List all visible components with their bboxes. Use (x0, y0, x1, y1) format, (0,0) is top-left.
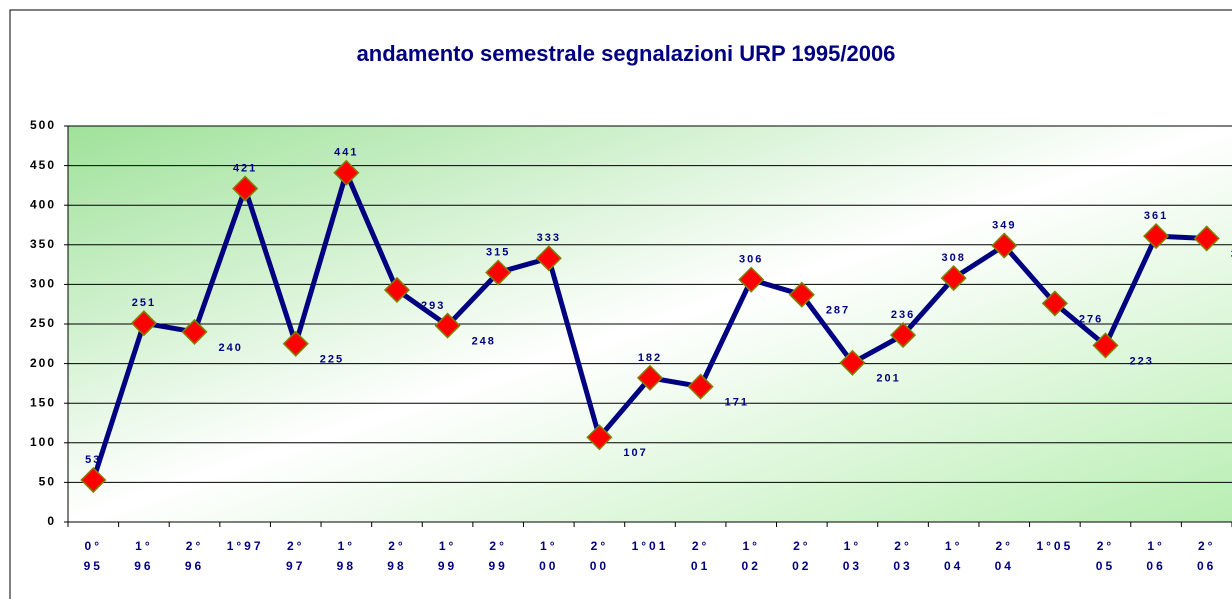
data-label: 441 (334, 147, 358, 159)
marker (1092, 332, 1119, 359)
y-tick-label: 500 (30, 118, 56, 132)
marker (232, 175, 259, 202)
data-label: 349 (992, 219, 1016, 231)
x-tick-label: 2° 04 (994, 539, 1014, 573)
x-tick-label: 2° 97 (286, 539, 306, 573)
data-label: 201 (876, 373, 900, 385)
marker (636, 364, 664, 391)
data-label: 107 (623, 447, 647, 459)
x-tick-label: 1° 99 (437, 539, 458, 573)
data-label: 421 (233, 162, 257, 174)
x-tick-label: 1° 00 (539, 539, 559, 573)
data-label: 225 (320, 354, 344, 366)
data-label: 361 (1144, 210, 1168, 222)
marker (940, 265, 967, 292)
y-tick-label: 100 (30, 435, 56, 449)
chart-title: andamento semestrale segnalazioni URP 19… (357, 41, 896, 66)
data-label: 276 (1079, 313, 1103, 325)
data-label: 293 (421, 300, 445, 312)
x-tick-label: 2° 05 (1095, 539, 1116, 573)
data-label: 171 (725, 396, 749, 408)
marker (991, 232, 1018, 259)
x-tick-label: 2° 06 (1197, 539, 1217, 573)
marker (333, 159, 360, 186)
x-tick-label: 1° 04 (943, 539, 964, 573)
y-tick-label: 250 (30, 316, 56, 330)
data-label: 240 (219, 342, 243, 354)
data-label: 236 (891, 309, 915, 321)
marker (181, 318, 208, 345)
data-label: 306 (739, 254, 763, 266)
x-tick-label: 1°05 (1036, 539, 1074, 553)
marker (80, 466, 107, 494)
marker (434, 312, 461, 339)
marker (535, 245, 562, 272)
marker (738, 266, 765, 293)
y-tick-label: 450 (30, 158, 56, 172)
marker (1193, 225, 1220, 252)
data-label: 315 (486, 246, 510, 258)
marker (1041, 290, 1068, 317)
x-tick-label: 1° 98 (336, 539, 357, 573)
marker (130, 310, 157, 337)
x-tick-label: 1° 03 (842, 539, 863, 573)
x-tick-label: 1°01 (631, 539, 669, 553)
x-tick-label: 2° 01 (690, 539, 711, 573)
x-tick-label: 2° 02 (792, 539, 812, 573)
data-label: 287 (826, 305, 850, 317)
x-tick-label: 1° 02 (741, 539, 761, 573)
y-tick-label: 200 (30, 356, 56, 370)
data-label: 251 (132, 297, 156, 309)
y-tick-label: 350 (30, 237, 56, 251)
x-tick-label: 2° 03 (893, 539, 913, 573)
x-tick-label: 1° 06 (1146, 539, 1166, 573)
data-label: 308 (941, 252, 965, 264)
y-tick-label: 150 (30, 395, 56, 409)
y-tick-label: 300 (30, 277, 56, 291)
marker (485, 259, 512, 286)
data-label: 358 (1231, 248, 1232, 260)
y-tick-label: 400 (30, 197, 56, 211)
x-tick-label: 0° 95 (83, 539, 103, 573)
data-label: 182 (638, 352, 662, 364)
marker (839, 349, 866, 376)
y-tick-label: 50 (39, 475, 56, 489)
marker (687, 373, 714, 400)
x-tick-label: 2° 99 (488, 539, 508, 573)
data-label: 248 (472, 335, 496, 347)
marker (383, 276, 411, 304)
marker (889, 322, 917, 349)
x-tick-label: 2° 98 (387, 539, 407, 573)
x-tick-label: 1°97 (226, 539, 264, 553)
marker (282, 330, 309, 357)
data-label: 333 (537, 232, 561, 244)
x-tick-label: 2° 96 (184, 539, 205, 573)
marker (788, 281, 815, 308)
marker (586, 424, 613, 451)
data-label: 223 (1129, 355, 1153, 367)
x-tick-label: 2° 00 (589, 539, 610, 573)
marker (1143, 223, 1170, 250)
y-tick-label: 0 (47, 514, 56, 528)
data-label: 53 (85, 454, 101, 466)
x-tick-label: 1° 96 (134, 539, 154, 573)
